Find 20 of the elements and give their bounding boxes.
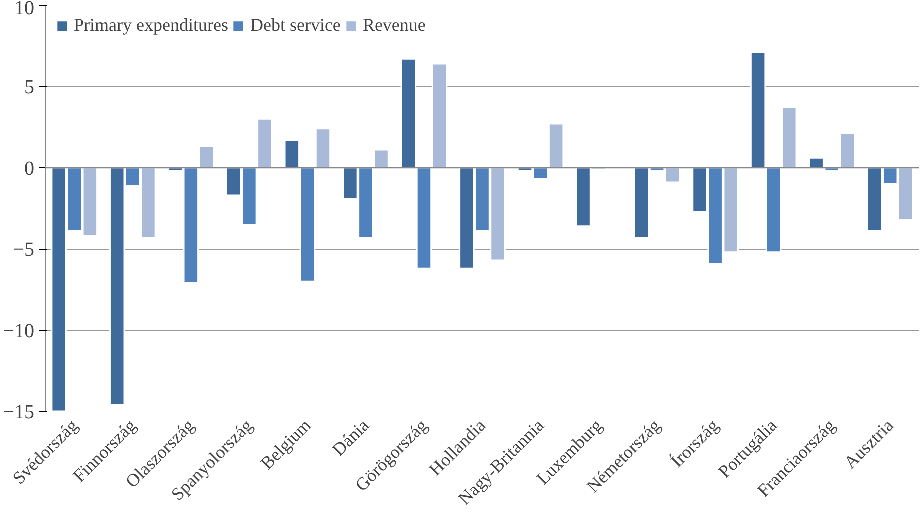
bar xyxy=(548,123,564,169)
bar xyxy=(750,52,766,169)
bar xyxy=(400,58,417,169)
y-tick-label: −15 xyxy=(3,402,34,424)
bar xyxy=(416,167,432,270)
legend-label: Debt service xyxy=(250,15,341,36)
bar xyxy=(781,107,798,169)
y-tick-label: 5 xyxy=(24,76,34,99)
bar xyxy=(284,140,300,169)
bar xyxy=(198,146,215,169)
y-tick-label: 10 xyxy=(14,0,34,20)
legend-label: Revenue xyxy=(362,15,426,36)
bar xyxy=(766,167,782,254)
bar xyxy=(300,167,316,282)
y-tick-label: 0 xyxy=(24,158,34,180)
bar xyxy=(315,128,332,169)
legend-label: Primary expenditures xyxy=(74,15,228,36)
y-tick-label: −10 xyxy=(3,320,34,342)
y-tick-label: −5 xyxy=(13,239,34,262)
bar xyxy=(432,63,448,169)
